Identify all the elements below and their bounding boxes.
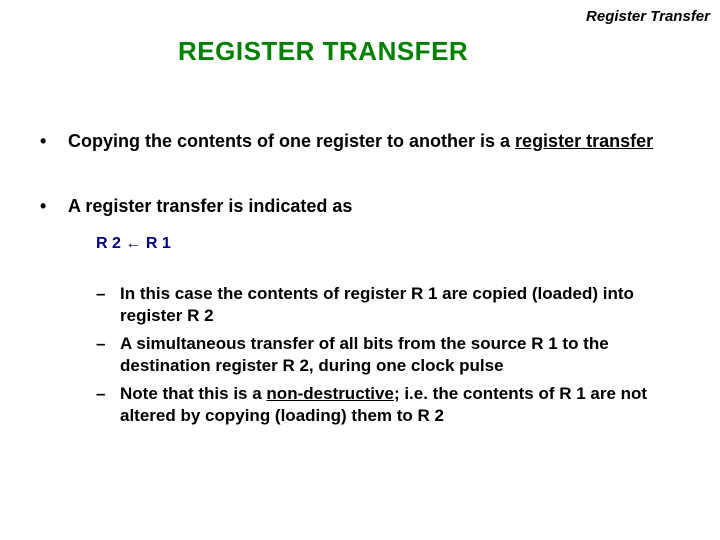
bullet-mark: • [40,195,68,218]
sub-list: – In this case the contents of register … [96,283,690,428]
bullet-pre: A register transfer is indicated as [68,196,352,216]
bullet-item: • A register transfer is indicated as [40,195,690,218]
sub-text: Note that this is a non-destructive; i.e… [120,383,690,427]
sub-mark: – [96,283,120,327]
sub-item: – A simultaneous transfer of all bits fr… [96,333,690,377]
transfer-notation: R 2 ← R 1 [96,235,690,253]
bullet-text: Copying the contents of one register to … [68,130,690,153]
sub-text: A simultaneous transfer of all bits from… [120,333,690,377]
arrow-icon: ← [125,235,141,252]
sub-mark: – [96,333,120,377]
bullet-underlined: register transfer [515,131,653,151]
bullet-text: A register transfer is indicated as [68,195,690,218]
content-area: • Copying the contents of one register t… [40,130,690,434]
sub-item: – In this case the contents of register … [96,283,690,327]
sub-text: In this case the contents of register R … [120,283,690,327]
sub-underlined: non-destructive [266,384,394,403]
bullet-item: • Copying the contents of one register t… [40,130,690,153]
notation-rhs: R 1 [146,235,171,252]
sub-pre: Note that this is a [120,384,266,403]
notation-lhs: R 2 [96,235,121,252]
sub-pre: A simultaneous transfer of all bits from… [120,334,609,375]
sub-pre: In this case the contents of register R … [120,284,634,325]
header-label: Register Transfer [586,8,710,25]
bullet-mark: • [40,130,68,153]
page-title: REGISTER TRANSFER [178,36,468,67]
bullet-pre: Copying the contents of one register to … [68,131,515,151]
sub-item: – Note that this is a non-destructive; i… [96,383,690,427]
sub-mark: – [96,383,120,427]
